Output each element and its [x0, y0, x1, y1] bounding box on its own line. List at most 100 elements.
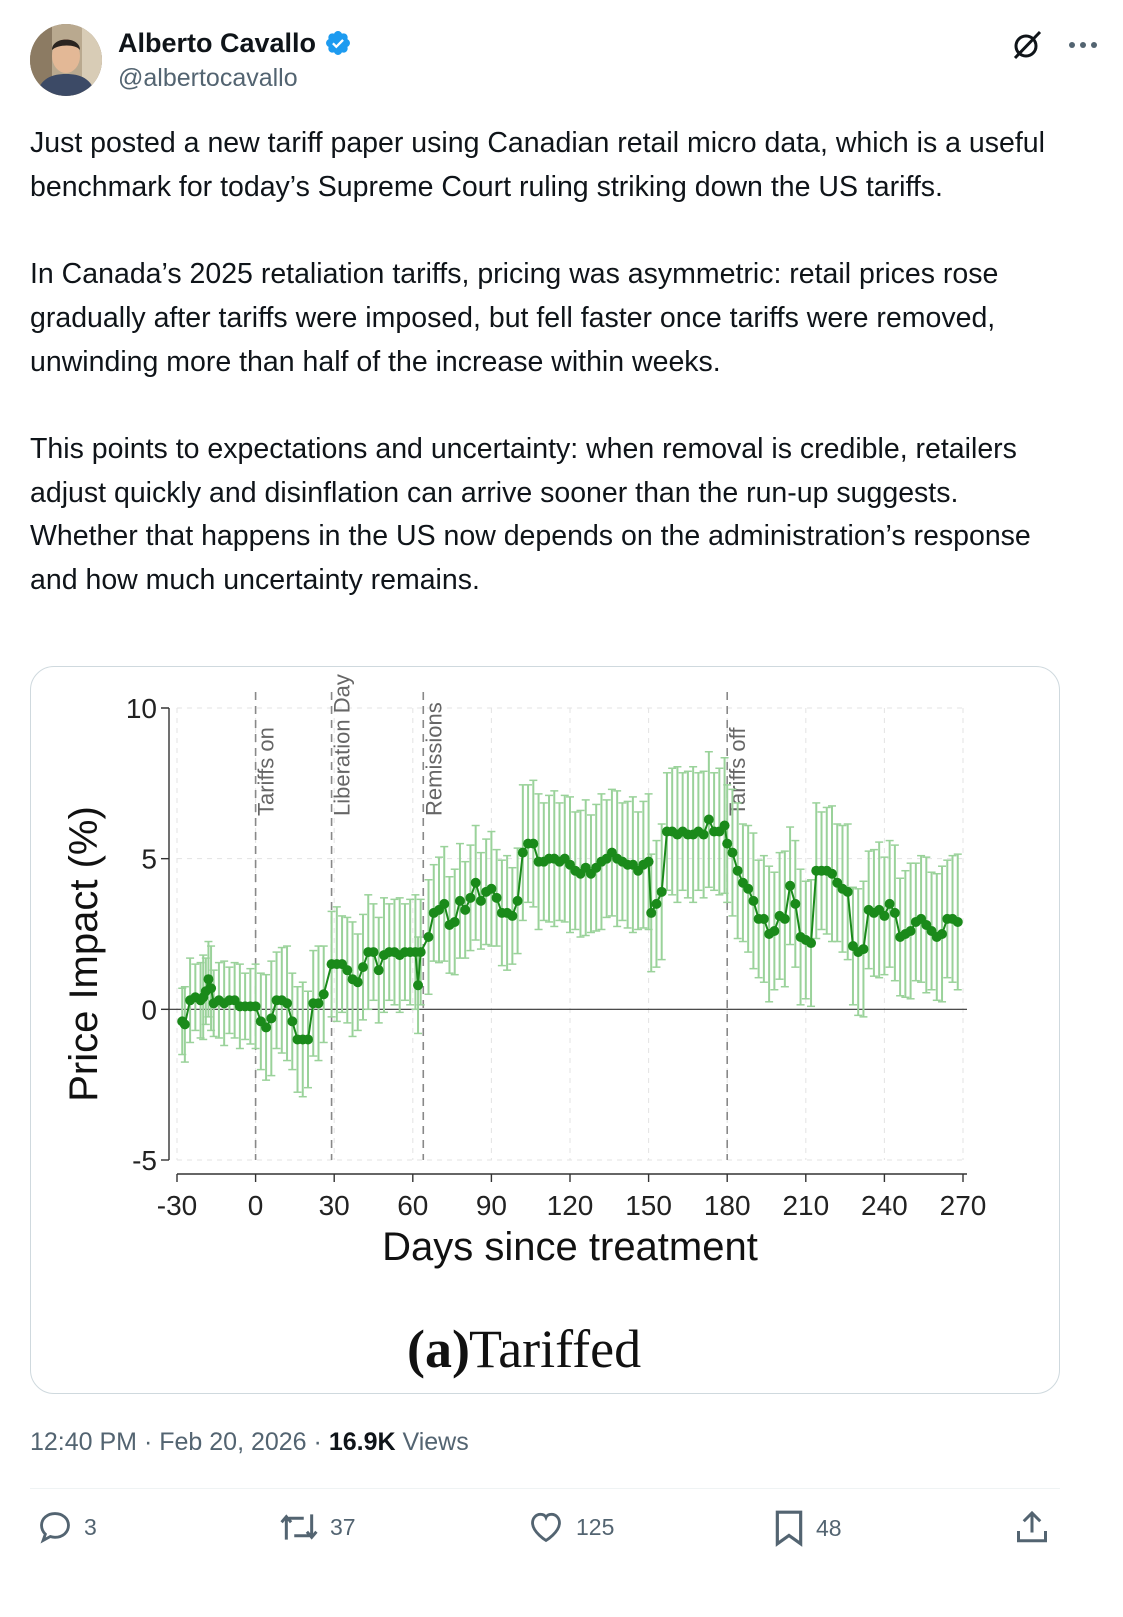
x-tick-label: 180 [704, 1190, 751, 1221]
data-point [282, 998, 293, 1009]
data-point [879, 910, 890, 921]
tweet-paragraph: In Canada’s 2025 retaliation tariffs, pr… [30, 258, 999, 378]
bookmark-button[interactable]: 48 [772, 1508, 842, 1548]
x-tick-label: 270 [940, 1190, 987, 1221]
event-label: Liberation Day [330, 674, 355, 816]
data-point [507, 910, 518, 921]
data-point [449, 916, 460, 927]
grok-icon[interactable] [1010, 28, 1044, 62]
data-point [889, 907, 900, 918]
data-point [486, 883, 497, 894]
repost-count: 37 [330, 1513, 356, 1540]
data-point [748, 895, 759, 906]
data-point [465, 892, 476, 903]
data-point [528, 838, 539, 849]
data-point [179, 1019, 190, 1030]
x-axis-label: Days since treatment [382, 1225, 758, 1269]
repost-button[interactable]: 37 [278, 1508, 356, 1546]
data-point [937, 929, 948, 939]
tweet-header: Alberto Cavallo @albertocavallo [30, 22, 1100, 102]
like-button[interactable]: 125 [526, 1508, 614, 1546]
tweet-body: Just posted a new tariff paper using Can… [30, 122, 1070, 603]
data-point [303, 1034, 313, 1045]
data-point [342, 965, 353, 976]
data-point [827, 868, 837, 879]
data-point [373, 965, 384, 976]
data-point [719, 820, 730, 831]
like-count: 125 [576, 1513, 615, 1540]
tweet-media-chart[interactable]: Tariffs on Liberation Day Remissions Tariff… [30, 666, 1060, 1394]
data-point [454, 895, 465, 906]
data-point [261, 1022, 272, 1033]
data-point [905, 925, 916, 936]
x-tick-label: 150 [625, 1190, 672, 1221]
verified-badge-icon [326, 31, 351, 55]
tweet-date[interactable]: Feb 20, 2026 [159, 1428, 307, 1456]
data-point [250, 1001, 261, 1012]
data-point [203, 974, 214, 985]
reply-button[interactable]: 3 [36, 1508, 97, 1546]
y-tick-label: 0 [141, 994, 157, 1025]
data-point [643, 856, 654, 867]
data-point [779, 913, 790, 924]
bookmark-count: 48 [816, 1514, 842, 1541]
data-point [769, 925, 780, 936]
x-tick-label: 210 [782, 1190, 829, 1221]
divider [30, 1488, 1060, 1489]
more-icon[interactable] [1066, 28, 1100, 62]
author-block: Alberto Cavallo @albertocavallo [118, 26, 352, 96]
meta-separator: · [143, 1428, 153, 1456]
y-tick-label: 5 [141, 844, 157, 875]
chart-caption-title: Tariffed [469, 1319, 641, 1379]
bookmark-icon [775, 1510, 803, 1547]
data-point [703, 814, 714, 825]
data-point [266, 1013, 277, 1024]
data-point [318, 989, 329, 1000]
x-tick-label: 30 [319, 1190, 350, 1221]
data-point [413, 980, 424, 991]
chart-caption-prefix: (a) [407, 1319, 470, 1379]
data-point [743, 883, 754, 894]
price-impact-chart: Tariffs on Liberation Day Remissions Tariff… [62, 674, 987, 1379]
share-icon [1017, 1510, 1047, 1543]
avatar[interactable] [30, 24, 102, 96]
data-point [287, 1016, 298, 1027]
data-point [512, 895, 523, 906]
data-point [722, 838, 733, 849]
display-name[interactable]: Alberto Cavallo [118, 28, 317, 58]
tweet-paragraph: This points to expectations and uncertai… [30, 432, 1031, 596]
data-point [313, 998, 324, 1009]
data-point [727, 847, 738, 858]
views-label: Views [402, 1428, 469, 1456]
y-axis-label: Price Impact (%) [62, 806, 106, 1102]
event-label: Tariffs off [725, 727, 750, 816]
x-tick-label: 90 [476, 1190, 507, 1221]
data-point [352, 977, 363, 988]
reply-icon [40, 1512, 70, 1544]
x-tick-label: 0 [248, 1190, 264, 1221]
data-point [656, 886, 667, 897]
data-point [651, 898, 662, 909]
data-point [358, 962, 369, 973]
reply-count: 3 [84, 1513, 97, 1540]
data-point [368, 947, 379, 958]
share-button[interactable] [1014, 1508, 1050, 1548]
data-point [806, 938, 817, 949]
data-point [785, 880, 796, 891]
data-point [732, 865, 743, 876]
data-point [858, 944, 869, 955]
data-point [439, 898, 450, 909]
data-point [470, 877, 481, 888]
data-point [475, 895, 486, 906]
event-label: Remissions [421, 702, 446, 816]
data-point [884, 898, 895, 909]
handle[interactable]: @albertocavallo [118, 64, 298, 92]
action-bar: 3 37 125 48 [30, 1508, 1060, 1562]
data-point [460, 904, 471, 915]
data-point [517, 847, 528, 858]
tweet-time[interactable]: 12:40 PM [30, 1428, 138, 1456]
x-tick-label: -30 [157, 1190, 197, 1221]
header-actions [1010, 28, 1100, 62]
data-point [698, 829, 709, 840]
x-tick-label: 60 [397, 1190, 428, 1221]
